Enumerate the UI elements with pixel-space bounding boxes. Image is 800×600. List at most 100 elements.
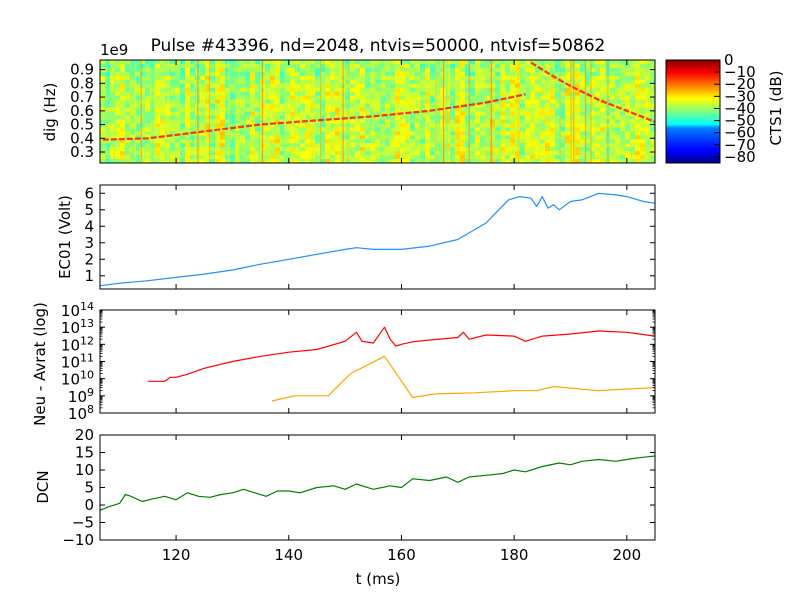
heatmap-cell (205, 79, 211, 85)
heatmap-cell (620, 131, 626, 136)
heatmap-cell (505, 75, 511, 81)
heatmap-cell (330, 155, 336, 160)
heatmap-cell (320, 63, 326, 69)
heatmap-cell (500, 111, 506, 116)
heatmap-cell (140, 155, 146, 160)
heatmap-cell (295, 75, 301, 81)
heatmap-cell (160, 115, 166, 120)
heatmap-cell (170, 71, 176, 77)
heatmap-cell (210, 131, 216, 136)
heatmap-cell (190, 107, 196, 112)
heatmap-cell (450, 155, 456, 160)
heatmap-cell (630, 119, 636, 124)
heatmap-cell (640, 155, 646, 160)
heatmap-cell (625, 79, 631, 85)
heatmap-cell (190, 71, 196, 77)
heatmap-cell (235, 139, 241, 144)
heatmap-cell (270, 151, 276, 156)
heatmap-cell (235, 95, 241, 101)
heatmap-cell (210, 99, 216, 104)
heatmap-cell (635, 87, 641, 93)
heatmap-cell (215, 147, 221, 152)
heatmap-cell (510, 119, 516, 124)
heatmap-cell (460, 87, 466, 93)
heatmap-cell (130, 151, 136, 156)
heatmap-cell (475, 123, 481, 128)
heatmap-cell (610, 79, 616, 85)
y-tick-label: 6 (84, 184, 94, 202)
heatmap-cell (360, 79, 366, 85)
heatmap-streak (584, 60, 587, 163)
heatmap-cell (425, 123, 431, 128)
heatmap-cell (640, 119, 646, 124)
heatmap-cell (590, 155, 596, 160)
heatmap-cell (455, 115, 461, 120)
heatmap-cell (475, 115, 481, 120)
heatmap-cell (225, 95, 231, 101)
heatmap-cell (180, 119, 186, 124)
heatmap-cell (125, 143, 131, 148)
heatmap-cell (585, 155, 591, 160)
heatmap-cell (550, 147, 556, 152)
heatmap-cell (290, 71, 296, 77)
heatmap-cell (640, 143, 646, 148)
heatmap-cell (620, 60, 626, 65)
heatmap-cell (455, 135, 461, 140)
heatmap-cell (375, 151, 381, 156)
heatmap-cell (485, 155, 491, 160)
heatmap-cell (525, 115, 531, 120)
heatmap-cell (105, 95, 111, 101)
heatmap-cell (210, 67, 216, 73)
heatmap-cell (305, 159, 311, 163)
y-tick-label: 10 (75, 461, 94, 479)
heatmap-cell (135, 91, 141, 97)
heatmap-cell (540, 99, 546, 104)
heatmap-cell (115, 111, 121, 116)
heatmap-cell (520, 139, 526, 144)
heatmap-cell (215, 75, 221, 81)
heatmap-cell (125, 115, 131, 120)
heatmap-cell (205, 95, 211, 101)
heatmap-streak (604, 60, 607, 163)
heatmap-cell (295, 123, 301, 128)
heatmap-cell (350, 95, 356, 101)
heatmap-cell (645, 131, 651, 136)
heatmap-cell (350, 71, 356, 77)
heatmap-cell (375, 155, 381, 160)
heatmap-cell (315, 155, 321, 160)
heatmap-cell (245, 83, 251, 89)
heatmap-cell (275, 60, 281, 65)
heatmap-cell (520, 60, 526, 65)
heatmap-cell (235, 107, 241, 112)
heatmap-cell (365, 60, 371, 65)
heatmap-cell (475, 79, 481, 85)
heatmap-cell (525, 103, 531, 108)
heatmap-cell (610, 67, 616, 73)
heatmap-cell (530, 63, 536, 69)
heatmap-cell (455, 99, 461, 104)
heatmap-cell (185, 147, 191, 152)
heatmap-cell (155, 107, 161, 112)
heatmap-cell (140, 87, 146, 93)
heatmap-cell (125, 99, 131, 104)
heatmap-cell (565, 60, 571, 65)
heatmap-cell (470, 123, 476, 128)
heatmap-cell (550, 131, 556, 136)
heatmap-cell (425, 143, 431, 148)
heatmap-cell (410, 95, 416, 101)
heatmap-cell (200, 71, 206, 77)
heatmap-cell (570, 119, 576, 124)
heatmap-cell (115, 127, 121, 132)
heatmap-cell (550, 95, 556, 101)
heatmap-cell (410, 83, 416, 89)
heatmap-cell (535, 159, 541, 163)
heatmap-cell (395, 71, 401, 77)
heatmap-cell (555, 63, 561, 69)
heatmap-cell (600, 159, 606, 163)
heatmap-cell (635, 83, 641, 89)
heatmap-cell (255, 135, 261, 140)
heatmap-cell (365, 151, 371, 156)
heatmap-cell (170, 87, 176, 93)
heatmap-cell (315, 131, 321, 136)
